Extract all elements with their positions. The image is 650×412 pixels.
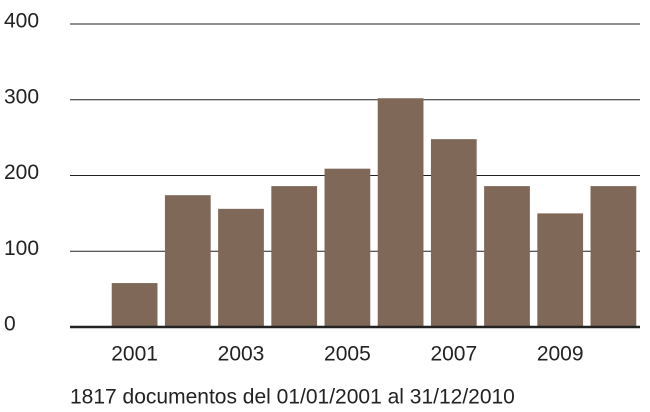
y-tick-label: 200: [4, 161, 39, 184]
bar: [324, 168, 371, 327]
bar: [218, 208, 264, 327]
bar: [430, 139, 477, 327]
y-tick-label: 0: [4, 313, 16, 336]
x-tick-label: 2001: [111, 343, 158, 366]
x-tick-label: 2005: [324, 343, 371, 366]
bar: [377, 98, 424, 327]
chart-caption: 1817 documentos del 01/01/2001 al 31/12/…: [70, 386, 515, 409]
x-tick-label: 2007: [430, 343, 477, 366]
x-tick-label: 2009: [537, 343, 584, 366]
y-tick-label: 100: [4, 237, 39, 260]
x-tick-label: 2003: [218, 343, 265, 366]
bar: [111, 283, 158, 327]
bar: [164, 195, 211, 327]
y-tick-label: 300: [4, 85, 39, 108]
bar: [537, 213, 584, 327]
bar: [271, 186, 318, 327]
bar: [590, 186, 637, 327]
y-tick-label: 400: [4, 10, 39, 33]
bar: [484, 186, 530, 327]
